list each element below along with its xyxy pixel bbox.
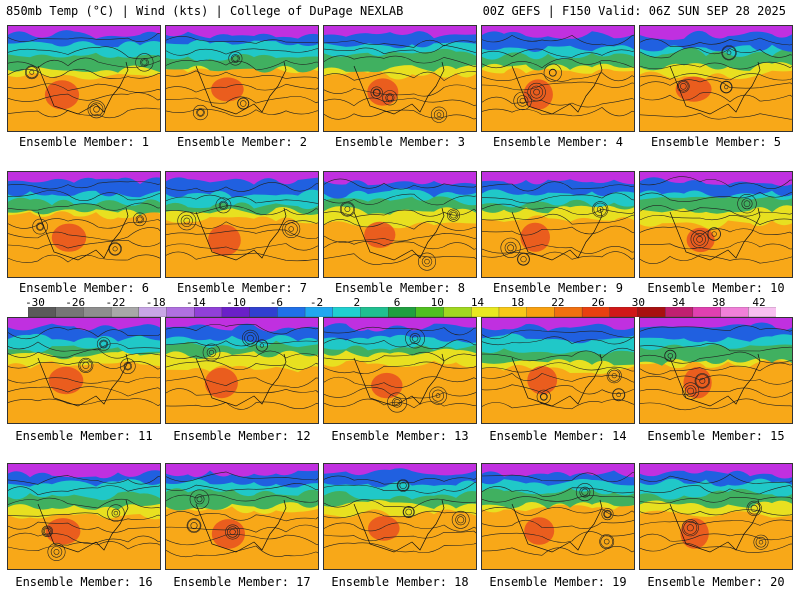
ensemble-member-map[interactable]: [165, 463, 319, 570]
ensemble-member-map[interactable]: [7, 25, 161, 132]
panel-label: Ensemble Member: 20: [647, 575, 785, 589]
panel-label: Ensemble Member: 8: [334, 281, 466, 295]
colorbar-tick: 30: [631, 296, 645, 309]
panel-label: Ensemble Member: 19: [489, 575, 627, 589]
ensemble-member-map[interactable]: [323, 463, 477, 570]
ensemble-member-map[interactable]: [7, 171, 161, 278]
panel-label: Ensemble Member: 2: [176, 135, 308, 149]
ensemble-member-map[interactable]: [639, 317, 793, 424]
panel-label: Ensemble Member: 4: [492, 135, 624, 149]
panel-label: Ensemble Member: 12: [173, 429, 311, 443]
ensemble-member-map[interactable]: [165, 317, 319, 424]
ensemble-member-map[interactable]: [639, 25, 793, 132]
colorbar-tick: 10: [430, 296, 444, 309]
panel-label: Ensemble Member: 15: [647, 429, 785, 443]
colorbar-tick: -30: [25, 296, 45, 309]
ensemble-member-map[interactable]: [481, 317, 635, 424]
colorbar-tick: 14: [470, 296, 485, 309]
ensemble-member-map[interactable]: [481, 25, 635, 132]
panel-label: Ensemble Member: 5: [650, 135, 782, 149]
colorbar-tick: -2: [309, 296, 324, 309]
colorbar-tick: 6: [393, 296, 401, 309]
ensemble-member-map[interactable]: [7, 463, 161, 570]
panel-label: Ensemble Member: 10: [647, 281, 785, 295]
colorbar-tick: -6: [269, 296, 283, 309]
colorbar-tick: 34: [671, 296, 686, 309]
ensemble-member-map[interactable]: [481, 463, 635, 570]
temperature-colorbar: [28, 307, 776, 317]
header-title-left: 850mb Temp (°C) | Wind (kts) | College o…: [6, 4, 404, 18]
panel-label: Ensemble Member: 18: [331, 575, 469, 589]
panel-label: Ensemble Member: 16: [15, 575, 153, 589]
panel-label: Ensemble Member: 13: [331, 429, 469, 443]
colorbar-tick: 42: [752, 296, 766, 309]
colorbar-tick: 22: [551, 296, 565, 309]
ensemble-member-map[interactable]: [323, 317, 477, 424]
ensemble-member-map[interactable]: [7, 317, 161, 424]
ensemble-member-map[interactable]: [323, 171, 477, 278]
ensemble-member-map[interactable]: [639, 463, 793, 570]
ensemble-member-map[interactable]: [165, 171, 319, 278]
ensemble-member-map[interactable]: [481, 171, 635, 278]
panel-label: Ensemble Member: 1: [18, 135, 150, 149]
ensemble-member-map[interactable]: [639, 171, 793, 278]
panel-label: Ensemble Member: 9: [492, 281, 624, 295]
header-title-right: 00Z GEFS | F150 Valid: 06Z SUN SEP 28 20…: [482, 4, 786, 18]
panel-label: Ensemble Member: 6: [18, 281, 150, 295]
panel-label: Ensemble Member: 3: [334, 135, 466, 149]
panel-label: Ensemble Member: 7: [176, 281, 308, 295]
colorbar-tick: -14: [185, 296, 206, 309]
colorbar-tick: -22: [105, 296, 126, 309]
colorbar-tick: 2: [353, 296, 361, 309]
panel-label: Ensemble Member: 17: [173, 575, 311, 589]
ensemble-member-map[interactable]: [323, 25, 477, 132]
colorbar-tick: 18: [511, 296, 525, 309]
ensemble-member-map[interactable]: [165, 25, 319, 132]
colorbar-tick: -26: [65, 296, 86, 309]
colorbar-swatch: [748, 307, 776, 317]
panel-label: Ensemble Member: 14: [489, 429, 627, 443]
panel-label: Ensemble Member: 11: [15, 429, 153, 443]
colorbar-tick: 26: [591, 296, 605, 309]
colorbar-tick: -10: [226, 296, 247, 309]
colorbar-tick: 38: [712, 296, 726, 309]
colorbar-tick: -18: [145, 296, 166, 309]
